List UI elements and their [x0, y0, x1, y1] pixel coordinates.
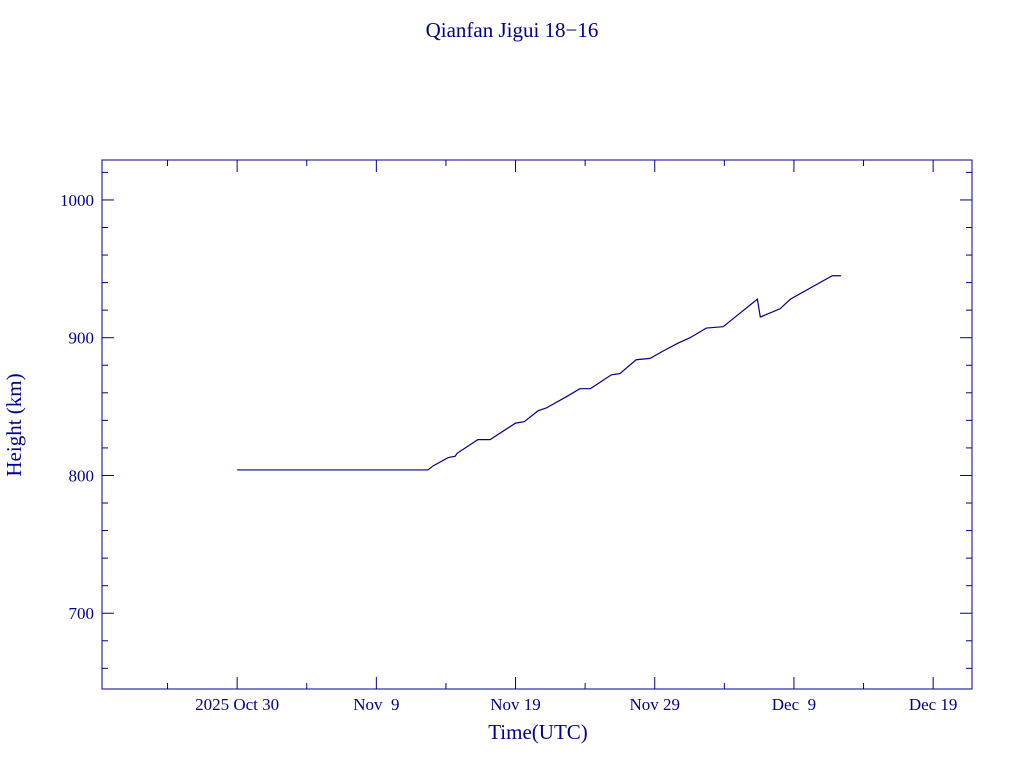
y-tick-label: 800	[69, 466, 95, 485]
x-tick-label: 2025 Oct 30	[195, 695, 279, 714]
y-tick-label: 1000	[60, 191, 94, 210]
x-tick-label: Dec 19	[909, 695, 958, 714]
data-line	[237, 275, 841, 471]
y-tick-label: 700	[69, 604, 95, 623]
x-tick-label: Dec 9	[772, 695, 816, 714]
x-tick-label: Nov 19	[490, 695, 541, 714]
x-tick-label: Nov 9	[353, 695, 399, 714]
x-axis-label: Time(UTC)	[488, 720, 588, 744]
chart-title: Qianfan Jigui 18−16	[426, 18, 599, 42]
y-axis-label: Height (km)	[2, 373, 26, 476]
x-tick-label: Nov 29	[629, 695, 680, 714]
plot-frame	[101, 159, 973, 690]
y-tick-label: 900	[69, 329, 95, 348]
